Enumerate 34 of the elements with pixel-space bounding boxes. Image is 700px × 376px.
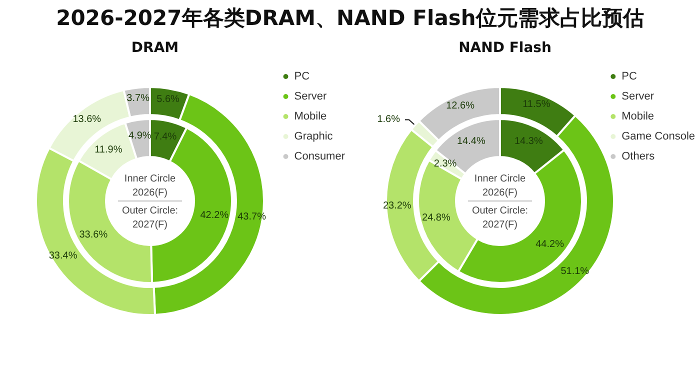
data-label: 11.9%	[94, 144, 122, 156]
data-label: 4.9%	[128, 130, 152, 142]
chart-subtitle: NAND Flash	[458, 40, 552, 56]
text: Outer Circle: 2027(F)	[122, 206, 178, 230]
legend-label: PC	[294, 70, 310, 82]
data-label: 13.6%	[72, 114, 102, 126]
legend-label: Server	[622, 90, 654, 102]
data-label: 14.3%	[514, 136, 543, 148]
legend-label: Graphic	[294, 130, 334, 142]
data-label: 33.6%	[79, 229, 108, 240]
text: Inner Circle 2026(F)	[124, 174, 176, 198]
data-label: 44.2%	[536, 238, 564, 250]
data-label: 2.3%	[434, 158, 457, 170]
data-label: 24.8%	[422, 212, 450, 224]
legend-label: PC	[622, 70, 637, 82]
data-label: 42.2%	[200, 210, 229, 221]
text: Inner Circle 2026(F)	[474, 174, 526, 198]
data-label: 5.6%	[156, 94, 180, 106]
chart-subtitle: DRAM	[131, 40, 179, 56]
text: Outer Circle: 2027(F)	[472, 206, 528, 230]
data-label: 7.4%	[154, 131, 177, 142]
legend-label: Server	[294, 90, 327, 102]
chart-title: 2026-2027年各类DRAM、NAND Flash位元需求占比预估	[55, 5, 645, 32]
data-label: 11.5%	[522, 99, 550, 110]
legend-label: Mobile	[622, 110, 654, 122]
legend-label: Consumer	[294, 150, 346, 162]
legend-label: Game Console	[622, 130, 696, 142]
legend-label: Mobile	[294, 110, 327, 122]
data-label: 3.7%	[126, 93, 150, 104]
data-label: 12.6%	[446, 100, 475, 112]
data-label: 51.1%	[560, 266, 590, 278]
legend-label: Others	[622, 150, 656, 162]
data-label: 1.6%	[377, 114, 400, 126]
data-label: 14.4%	[456, 136, 486, 148]
